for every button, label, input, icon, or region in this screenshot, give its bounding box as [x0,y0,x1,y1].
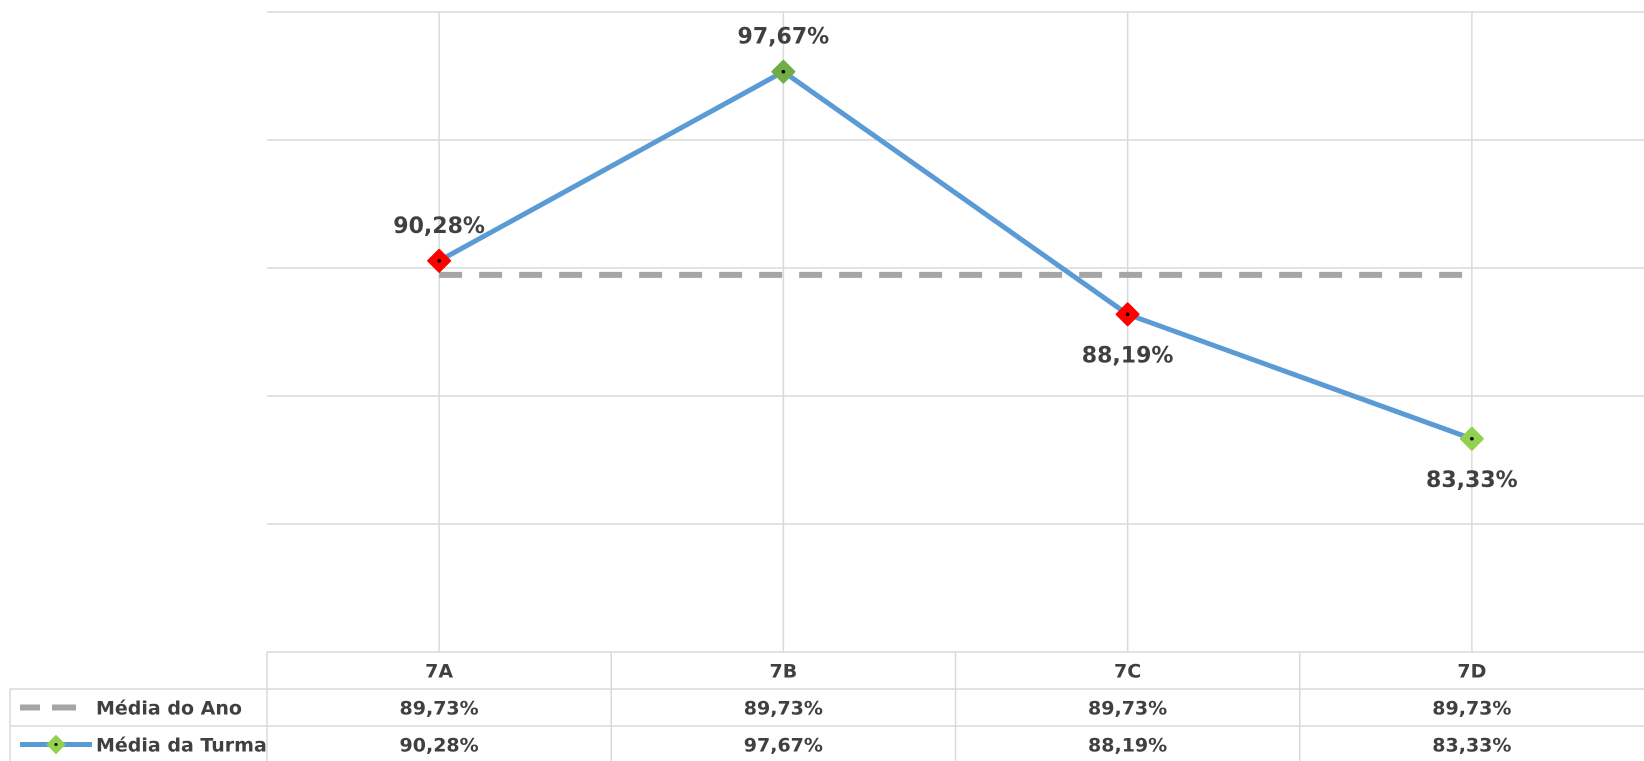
legend-label: Média da Turma [96,735,267,757]
data-labels: 90,28% 97,67% 88,19% 83,33% [393,25,1517,493]
marker-dot-7C [1125,312,1130,317]
table-cell-value: 89,73% [1432,698,1511,720]
data-label-7C: 88,19% [1082,343,1174,368]
table-cell-value: 88,19% [1088,735,1167,757]
table-cell-value: 89,73% [400,698,479,720]
data-label-7D: 83,33% [1426,468,1518,493]
table-cell-value: 90,28% [400,735,479,757]
data-markers [427,59,1484,451]
series-lines [437,69,1473,442]
legend-key-marker-dot [54,743,58,746]
marker-dot-7A [437,259,441,263]
gridlines [267,11,1644,652]
x-tick-label: 7B [770,661,798,683]
marker-dot-7D [1470,436,1474,441]
x-tick-label: 7A [425,661,453,683]
legend-label: Média do Ano [96,698,242,720]
table-cell-value: 89,73% [1088,698,1167,720]
data-label-7B: 97,67% [738,25,830,50]
table-cell-value: 83,33% [1432,735,1511,757]
series-line-media-da-turma [437,69,1473,442]
data-table: 7A 7B 7C 7D Média do Ano 89,73% 89,73% 89,73% 89… [9,651,1644,761]
x-tick-label: 7D [1457,661,1486,683]
table-cell-value: 97,67% [744,735,823,757]
x-tick-label: 7C [1114,661,1141,683]
marker-dot-7B [781,69,786,74]
data-label-7A: 90,28% [393,214,485,239]
table-cell-value: 89,73% [744,698,823,720]
